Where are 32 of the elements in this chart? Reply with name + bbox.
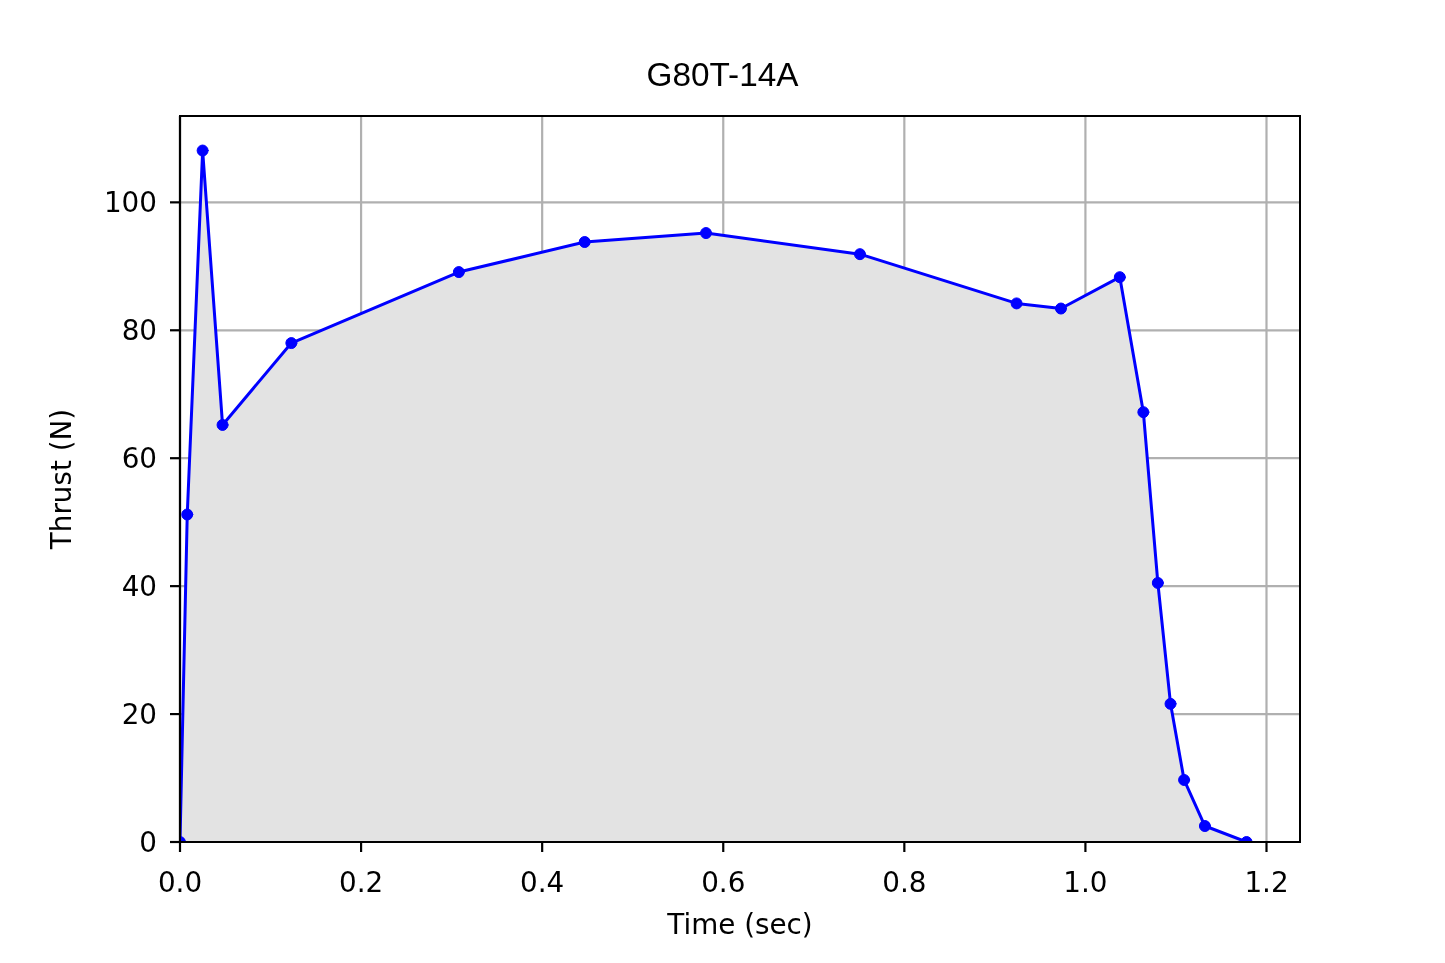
point [1178, 773, 1191, 786]
point [1010, 297, 1023, 310]
x-tick-label: 0.2 [338, 865, 384, 899]
y-tick-label: 100 [103, 186, 157, 220]
y-tick-label: 80 [121, 314, 157, 348]
point [1164, 697, 1177, 710]
point [1198, 820, 1211, 833]
point [578, 236, 591, 249]
x-tick-label: 1.0 [1063, 865, 1108, 899]
point [216, 418, 229, 431]
x-tick-label: 0.0 [157, 865, 203, 899]
y-axis-title: Thrust (N) [45, 408, 78, 550]
x-axis-title: Time (sec) [666, 908, 814, 941]
y-tick-label: 60 [121, 442, 157, 476]
point [1137, 406, 1150, 419]
point [853, 248, 866, 261]
point [1054, 302, 1067, 315]
point [196, 144, 209, 157]
y-tick-label: 20 [121, 697, 157, 731]
x-tick-label: 1.2 [1244, 865, 1289, 899]
chart-title: G80T-14A [645, 56, 800, 93]
point [452, 266, 465, 279]
x-tick-label: 0.6 [701, 865, 746, 899]
point [1113, 271, 1126, 284]
point [700, 227, 713, 240]
y-tick-label: 40 [121, 570, 157, 604]
point [1151, 576, 1164, 589]
y-tick-label: 0 [139, 825, 157, 859]
point [181, 508, 194, 521]
x-tick-label: 0.4 [520, 865, 565, 899]
x-tick-label: 0.8 [882, 865, 927, 899]
point [285, 337, 298, 350]
